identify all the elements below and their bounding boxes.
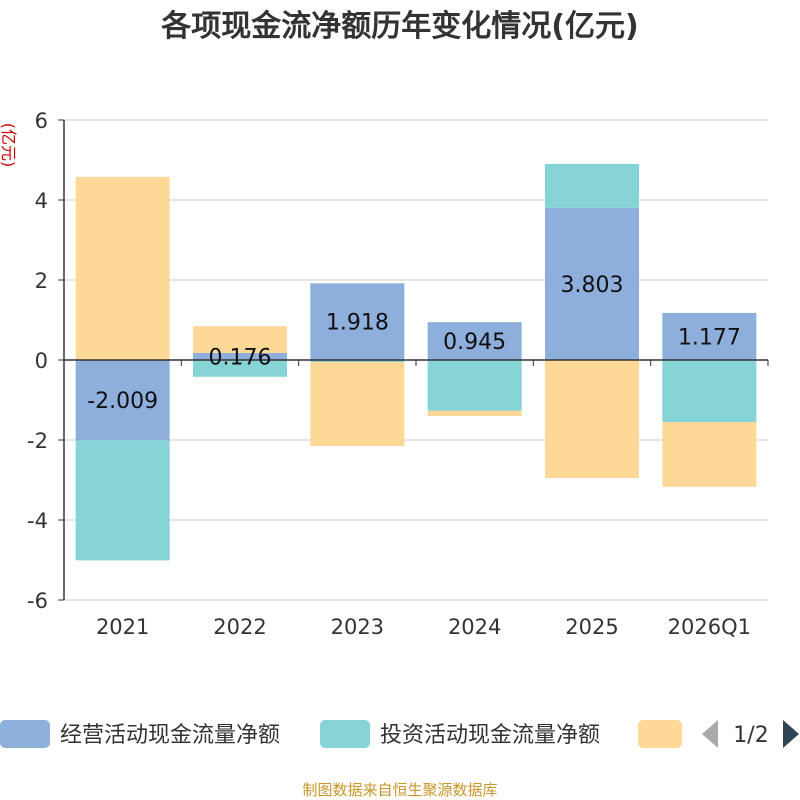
data-label-2024: 0.945: [443, 330, 506, 355]
bar-3-2026Q1: [662, 422, 757, 487]
legend-page-indicator: 1/2: [733, 723, 768, 748]
legend-label-2[interactable]: 投资活动现金流量净额: [380, 723, 600, 748]
x-tick-label: 2021: [96, 615, 149, 639]
legend-next-icon[interactable]: [783, 720, 799, 748]
x-tick-label: 2025: [565, 615, 618, 639]
bar-2-2024: [427, 360, 522, 411]
y-axis-label: (亿元): [0, 123, 18, 168]
bar-3-2021: [75, 176, 170, 360]
legend-label-1[interactable]: 经营活动现金流量净额: [60, 723, 280, 748]
y-tick-label: -4: [27, 509, 48, 533]
x-tick-label: 2024: [448, 615, 501, 639]
legend-prev-icon[interactable]: [702, 720, 718, 748]
y-tick-label: 0: [35, 349, 48, 373]
data-label-2021: -2.009: [87, 389, 158, 414]
data-label-2023: 1.918: [326, 311, 389, 336]
bar-3-2023: [310, 362, 405, 446]
x-tick-label: 2023: [331, 615, 384, 639]
bar-2-2022: [193, 360, 287, 377]
data-label-2025: 3.803: [561, 273, 624, 298]
bar-3-2022: [193, 326, 287, 353]
bar-1-2026Q1: [662, 312, 757, 360]
bar-1-2025: [545, 207, 639, 360]
bar-2-2025: [545, 163, 639, 208]
bar-1-2021: [75, 360, 170, 441]
bar-3-2025: [545, 360, 639, 478]
legend-swatch-3[interactable]: [638, 720, 682, 748]
y-tick-label: 2: [35, 269, 48, 293]
legend-swatch-1[interactable]: [0, 720, 50, 748]
y-tick-label: 6: [35, 109, 48, 133]
bar-series: [75, 163, 757, 561]
legend-swatch-2[interactable]: [320, 720, 370, 748]
axes: 6 4 2 0 -2 -4 -6 2021 2022 2023 2024 2025 2026Q1: [27, 109, 769, 639]
data-labels: -2.009 0.176 1.918 0.945 3.803 1.177: [87, 273, 741, 414]
bar-2-2021: [75, 440, 170, 561]
bar-1-2022: [193, 352, 287, 360]
chart-title: 各项现金流净额历年变化情况(亿元): [160, 9, 638, 44]
source-note: 制图数据来自恒生聚源数据库: [302, 781, 497, 799]
x-tick-label: 2026Q1: [668, 615, 751, 639]
bar-3-2024: [427, 410, 522, 416]
bar-2-2026Q1: [662, 360, 757, 422]
x-tick-label: 2022: [213, 615, 266, 639]
bar-1-2024: [427, 322, 522, 360]
bar-2-2023: [310, 360, 405, 362]
y-tick-label: 4: [35, 189, 48, 213]
y-tick-label: -6: [27, 589, 48, 613]
legend: 经营活动现金流量净额 投资活动现金流量净额 1/2: [0, 720, 799, 748]
y-tick-label: -2: [27, 429, 48, 453]
data-label-2022: 0.176: [209, 345, 272, 370]
data-label-2026Q1: 1.177: [678, 325, 741, 350]
bar-1-2023: [310, 283, 405, 360]
